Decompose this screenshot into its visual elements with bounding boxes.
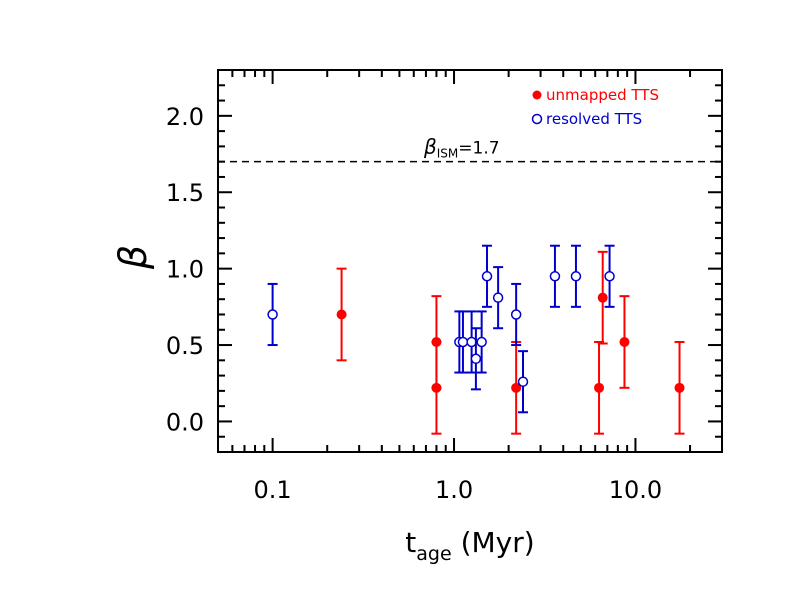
data-point <box>431 340 442 435</box>
tick-labels: 0.1 1.0 10.0 0.0 0.5 1.0 1.5 2.0 <box>166 103 662 504</box>
data-point <box>492 266 504 330</box>
reference-line-group: βISM=1.7 <box>218 135 722 163</box>
data-point <box>597 250 608 345</box>
marker-filled <box>336 309 347 320</box>
data-point <box>570 244 582 308</box>
marker-open <box>517 376 529 387</box>
marker-filled <box>431 382 442 393</box>
x-axis-label-main: t <box>405 526 416 559</box>
marker-open <box>510 309 522 320</box>
data-point <box>511 340 522 435</box>
data-points <box>267 244 685 435</box>
y-tick-label: 0.0 <box>166 408 204 436</box>
data-point <box>619 295 630 389</box>
y-tick-label: 1.5 <box>166 179 204 207</box>
legend: unmapped TTS resolved TTS <box>531 86 659 128</box>
data-point <box>336 267 347 362</box>
data-point <box>476 310 487 374</box>
reference-label-symbol: β <box>423 135 437 159</box>
legend-entry: unmapped TTS <box>532 86 659 104</box>
marker-open <box>549 271 561 282</box>
data-point <box>481 244 493 308</box>
data-point <box>510 282 522 347</box>
marker-open <box>476 336 487 348</box>
marker-open <box>470 353 482 365</box>
data-point <box>267 282 278 347</box>
marker-filled <box>511 382 522 393</box>
marker-open <box>481 271 493 282</box>
legend-entry: resolved TTS <box>531 110 642 128</box>
reference-label-subscript: ISM <box>437 147 459 161</box>
marker-filled <box>597 292 608 303</box>
data-point <box>517 350 529 414</box>
y-tick-label: 1.0 <box>166 256 204 284</box>
y-axis-label: β <box>111 245 155 270</box>
axis-ticks <box>217 69 723 453</box>
marker-filled <box>619 336 630 347</box>
legend-label: unmapped TTS <box>546 86 659 104</box>
reference-line-label: βISM=1.7 <box>423 135 500 161</box>
marker-open <box>466 336 477 348</box>
data-point <box>594 340 605 435</box>
marker-open <box>492 292 504 303</box>
reference-label-value: =1.7 <box>458 139 499 159</box>
y-tick-label: 0.5 <box>166 332 204 360</box>
x-axis-label-subscript: age <box>416 543 451 565</box>
data-point <box>604 244 615 308</box>
x-tick-label: 0.1 <box>254 476 292 504</box>
data-point <box>549 244 561 308</box>
legend-marker-open <box>531 113 543 125</box>
legend-marker-filled <box>532 90 542 100</box>
data-point <box>457 310 469 374</box>
x-axis-label-unit: (Myr) <box>452 526 535 559</box>
x-tick-label: 10.0 <box>609 476 662 504</box>
x-axis-label: tage (Myr) <box>405 526 534 565</box>
y-tick-label: 2.0 <box>166 103 204 131</box>
legend-label: resolved TTS <box>546 110 642 128</box>
data-point <box>470 327 482 391</box>
marker-open <box>604 271 615 282</box>
marker-filled <box>594 382 605 393</box>
marker-open <box>457 336 469 348</box>
plot-frame <box>217 69 723 453</box>
data-point <box>466 310 477 374</box>
marker-open <box>267 309 278 320</box>
marker-open <box>570 271 582 282</box>
marker-filled <box>674 382 685 393</box>
x-tick-label: 1.0 <box>435 476 473 504</box>
data-point <box>674 340 685 435</box>
